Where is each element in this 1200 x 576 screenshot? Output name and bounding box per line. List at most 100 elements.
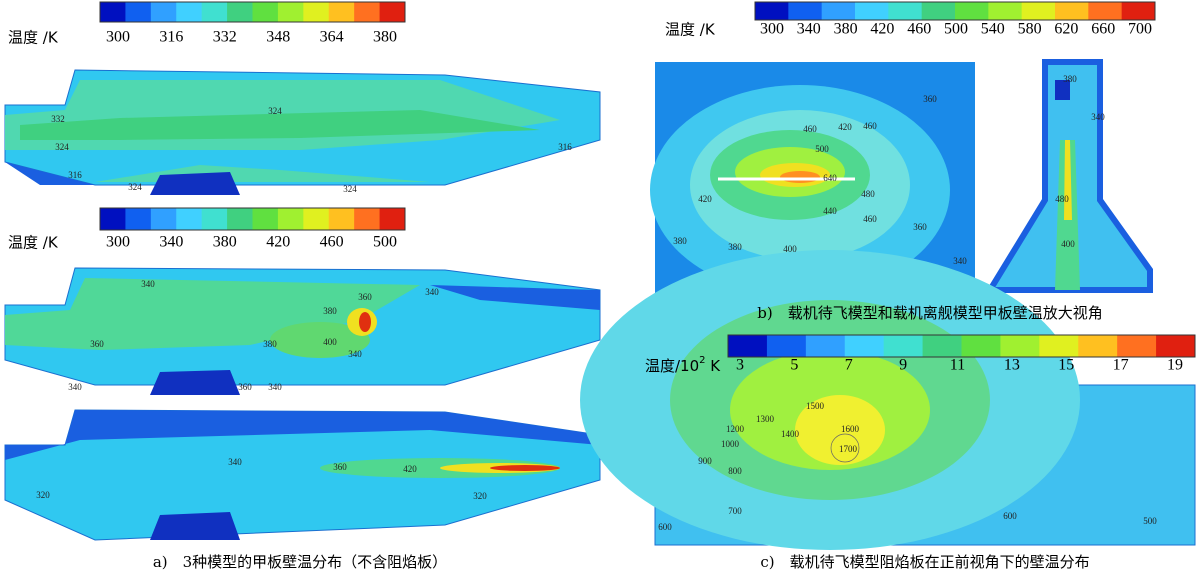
colorbar-segment: [855, 2, 889, 20]
colorbar-segment: [961, 335, 1001, 357]
colorbar-segment: [277, 208, 304, 230]
contour-label: 400: [1061, 239, 1075, 249]
colorbar-segment: [252, 208, 279, 230]
colorbar-segment: [922, 335, 962, 357]
colorbar-tick-label: 13: [1004, 357, 1020, 374]
contour-label: 340: [348, 349, 362, 359]
colorbar-tick-label: 580: [1018, 21, 1042, 38]
colorbar-tick-label: 348: [266, 29, 290, 46]
colorbar-tick-label: 15: [1058, 357, 1074, 374]
contour-label: 360: [90, 339, 104, 349]
contour-label: 1200: [726, 424, 745, 434]
colorbar-tick-label: 460: [907, 21, 931, 38]
contour-label: 340: [268, 382, 282, 392]
colorbar-segment: [888, 2, 923, 20]
contour-plot: [580, 250, 1196, 550]
contour-label: 460: [803, 124, 817, 134]
colorbar-frame: [727, 334, 1196, 358]
contour-label: 332: [51, 114, 65, 124]
colorbar-segment: [227, 208, 253, 230]
caption: c) 载机待飞模型阻焰板在正前视角下的壁温分布: [760, 553, 1089, 571]
contour-label: 360: [913, 222, 927, 232]
contour-label: 460: [863, 214, 877, 224]
colorbar-segment: [788, 2, 823, 20]
colorbar-segment: [379, 208, 406, 230]
contour-label: 700: [728, 506, 742, 516]
colorbar-segment: [379, 2, 406, 22]
contour-label: 420: [698, 194, 712, 204]
colorbar-segment: [176, 208, 203, 230]
colorbar-segment: [125, 208, 152, 230]
caption: b) 载机待飞模型和载机离舰模型甲板壁温放大视角: [757, 304, 1102, 322]
colorbar-segment: [805, 335, 846, 357]
contour-label: 1000: [721, 439, 740, 449]
colorbar-segment: [176, 2, 203, 22]
contour-label: 324: [55, 142, 69, 152]
contour-label: 500: [1143, 516, 1157, 526]
contour-label: 900: [698, 456, 712, 466]
colorbar-segment: [100, 208, 126, 230]
colorbar-tick-label: 540: [981, 21, 1005, 38]
colorbar-segment: [1039, 335, 1079, 357]
contour-label: 1700: [839, 444, 858, 454]
colorbar-frame: [754, 1, 1156, 21]
colorbar-frame: [99, 207, 406, 231]
colorbar-tick-label: 5: [790, 357, 798, 374]
colorbar-tick-label: 364: [320, 29, 344, 46]
colorbar-segment: [201, 208, 228, 230]
colorbar-segment: [883, 335, 924, 357]
colorbar-tick-label: 380: [373, 29, 397, 46]
colorbar-segment: [328, 208, 355, 230]
contour-label: 1400: [781, 429, 800, 439]
colorbar-segment: [150, 2, 177, 22]
contour-label: 380: [673, 236, 687, 246]
contour-label: 420: [838, 122, 852, 132]
contour-plot: [650, 62, 975, 295]
colorbar-segment: [227, 2, 253, 22]
colorbar-tick-label: 300: [106, 29, 130, 46]
colorbar-segment: [1117, 335, 1157, 357]
colorbar-segment: [354, 208, 381, 230]
contour-label: 420: [403, 464, 417, 474]
colorbar-segment: [252, 2, 279, 22]
colorbar-tick-label: 420: [870, 21, 894, 38]
colorbar-segment: [988, 2, 1023, 20]
contour-label: 800: [728, 466, 742, 476]
contour-label: 400: [783, 244, 797, 254]
colorbar-segment: [844, 335, 885, 357]
colorbar-segment: [955, 2, 989, 20]
contour-label: 316: [558, 142, 572, 152]
colorbar-segment: [303, 2, 330, 22]
contour-label: 380: [1063, 74, 1077, 84]
contour-label: 600: [1003, 511, 1017, 521]
contour-label: 320: [473, 491, 487, 501]
colorbar-label: 温度 /K: [8, 234, 59, 252]
colorbar-tick-label: 620: [1054, 21, 1078, 38]
colorbar-tick-label: 460: [320, 234, 344, 251]
contour-plot: [984, 59, 1153, 293]
contour-label: 460: [863, 121, 877, 131]
colorbar-frame: [99, 1, 406, 23]
colorbar-tick-label: 316: [159, 29, 183, 46]
colorbar-segment: [755, 2, 789, 20]
colorbar-segment: [100, 2, 126, 22]
colorbar-segment: [354, 2, 381, 22]
contour-label: 360: [238, 382, 252, 392]
colorbar-tick-label: 300: [760, 21, 784, 38]
colorbar-segment: [766, 335, 807, 357]
colorbar-segment: [125, 2, 152, 22]
colorbar-segment: [1021, 2, 1056, 20]
colorbar-segment: [921, 2, 956, 20]
contour-label: 340: [425, 287, 439, 297]
contour-label: 480: [861, 189, 875, 199]
colorbar-label: 温度/102 K: [645, 355, 721, 375]
contour-label: 324: [343, 184, 357, 194]
contour-label: 360: [358, 292, 372, 302]
colorbar-segment: [328, 2, 355, 22]
colorbar-segment: [1121, 2, 1156, 20]
deck-plot: [4, 267, 601, 395]
caption: a) 3种模型的甲板壁温分布（不含阻焰板）: [153, 553, 447, 571]
colorbar-segment: [150, 208, 177, 230]
contour-label: 640: [823, 173, 837, 183]
